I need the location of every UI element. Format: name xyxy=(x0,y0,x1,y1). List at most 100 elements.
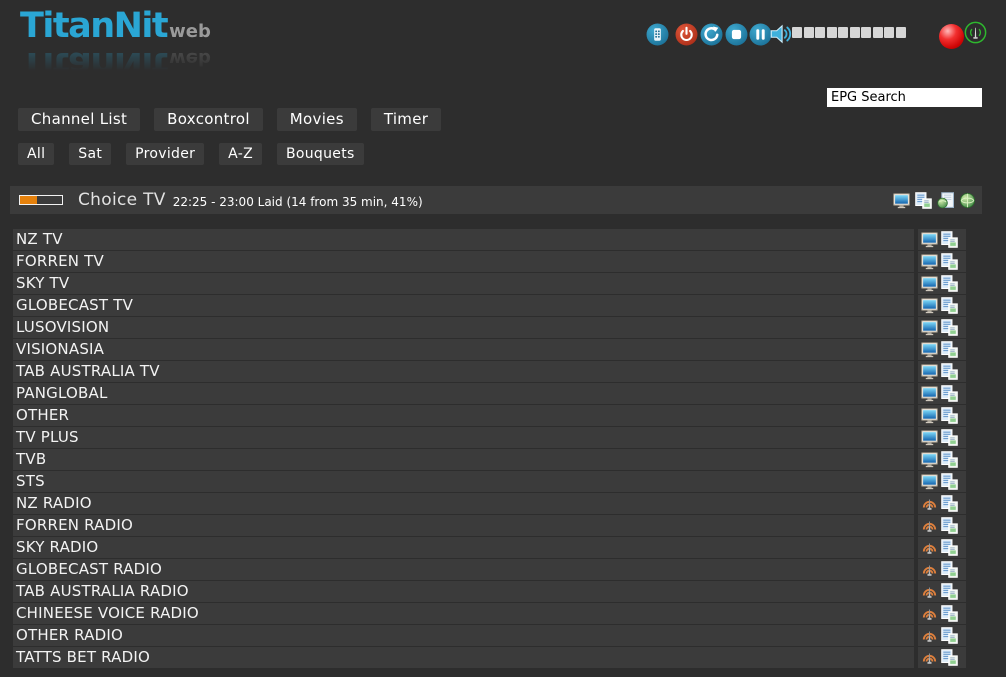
volume-segment[interactable] xyxy=(792,27,802,38)
epg-icon[interactable] xyxy=(941,583,958,600)
channel-name: CHINEESE VOICE RADIO xyxy=(16,604,199,622)
channel-row-name-cell[interactable]: SKY RADIO xyxy=(13,537,914,558)
tv-icon[interactable] xyxy=(921,231,938,248)
volume-bar[interactable] xyxy=(792,27,906,38)
channel-row-actions xyxy=(918,361,966,382)
tv-icon[interactable] xyxy=(921,429,938,446)
tv-icon[interactable] xyxy=(921,253,938,270)
nav-channel-list-button[interactable]: Channel List xyxy=(18,108,141,131)
epg-icon[interactable] xyxy=(941,275,958,292)
channel-row-name-cell[interactable]: SKY TV xyxy=(13,273,914,294)
volume-segment[interactable] xyxy=(838,27,848,38)
radio-icon[interactable] xyxy=(921,627,938,644)
radio-icon[interactable] xyxy=(921,561,938,578)
filter-all-button[interactable]: All xyxy=(18,143,55,165)
tv-icon[interactable] xyxy=(921,363,938,380)
channel-row-name-cell[interactable]: CHINEESE VOICE RADIO xyxy=(13,603,914,624)
epg-icon[interactable] xyxy=(941,495,958,512)
channel-row-name-cell[interactable]: PANGLOBAL xyxy=(13,383,914,404)
record-indicator xyxy=(939,24,964,49)
channel-row-name-cell[interactable]: FORREN TV xyxy=(13,251,914,272)
nav-boxcontrol-button[interactable]: Boxcontrol xyxy=(154,108,263,131)
epg-icon[interactable] xyxy=(941,561,958,578)
channel-row-actions xyxy=(918,405,966,426)
channel-row: GLOBECAST TV xyxy=(13,295,966,316)
epg-icon[interactable] xyxy=(941,253,958,270)
channel-row-name-cell[interactable]: TVB xyxy=(13,449,914,470)
channel-row-name-cell[interactable]: TV PLUS xyxy=(13,427,914,448)
radio-icon[interactable] xyxy=(921,605,938,622)
epg-icon[interactable] xyxy=(941,627,958,644)
channel-row-name-cell[interactable]: OTHER xyxy=(13,405,914,426)
radio-icon[interactable] xyxy=(921,583,938,600)
channel-row-name-cell[interactable]: TAB AUSTRALIA RADIO xyxy=(13,581,914,602)
epg-icon[interactable] xyxy=(941,429,958,446)
epg-icon[interactable] xyxy=(941,473,958,490)
volume-segment[interactable] xyxy=(872,27,883,38)
tv-icon[interactable] xyxy=(921,451,938,468)
tv-icon[interactable] xyxy=(921,297,938,314)
epg-icon[interactable] xyxy=(941,319,958,336)
radio-icon[interactable] xyxy=(921,495,938,512)
channel-row-name-cell[interactable]: GLOBECAST RADIO xyxy=(13,559,914,580)
epg-icon[interactable] xyxy=(941,539,958,556)
channel-row-name-cell[interactable]: LUSOVISION xyxy=(13,317,914,338)
speaker-icon[interactable] xyxy=(768,21,794,47)
globe-icon[interactable] xyxy=(959,192,976,209)
channel-row-name-cell[interactable]: VISIONASIA xyxy=(13,339,914,360)
filter-bouquets-button[interactable]: Bouquets xyxy=(276,143,364,165)
monitor-icon[interactable] xyxy=(893,192,910,209)
tv-icon[interactable] xyxy=(921,473,938,490)
filter-provider-button[interactable]: Provider xyxy=(126,143,205,165)
channel-row-name-cell[interactable]: NZ RADIO xyxy=(13,493,914,514)
filter-sat-button[interactable]: Sat xyxy=(69,143,112,165)
channel-row-name-cell[interactable]: OTHER RADIO xyxy=(13,625,914,646)
nav-movies-button[interactable]: Movies xyxy=(276,108,357,131)
epg-search-input[interactable] xyxy=(827,88,982,107)
tv-icon[interactable] xyxy=(921,319,938,336)
refresh-icon[interactable] xyxy=(700,23,723,46)
channel-row-name-cell[interactable]: GLOBECAST TV xyxy=(13,295,914,316)
channel-row-name-cell[interactable]: STS xyxy=(13,471,914,492)
epg-icon[interactable] xyxy=(941,341,958,358)
volume-segment[interactable] xyxy=(803,27,814,38)
radio-icon[interactable] xyxy=(921,649,938,666)
volume-segment[interactable] xyxy=(884,27,894,38)
radio-icon[interactable] xyxy=(921,539,938,556)
channel-row-name-cell[interactable]: TATTS BET RADIO xyxy=(13,647,914,668)
epg-list-icon[interactable] xyxy=(915,192,932,209)
remote-icon[interactable] xyxy=(646,23,669,46)
channel-name: TV PLUS xyxy=(16,428,79,446)
volume-segment[interactable] xyxy=(849,27,860,38)
epg-icon[interactable] xyxy=(941,407,958,424)
epg-icon[interactable] xyxy=(941,231,958,248)
power-icon[interactable] xyxy=(675,23,698,46)
epg-icon[interactable] xyxy=(941,517,958,534)
filter-az-button[interactable]: A-Z xyxy=(219,143,262,165)
volume-segment[interactable] xyxy=(826,27,837,38)
epg-icon[interactable] xyxy=(941,451,958,468)
epg-icon[interactable] xyxy=(941,385,958,402)
channel-row-actions xyxy=(918,603,966,624)
tv-icon[interactable] xyxy=(921,275,938,292)
channel-name: VISIONASIA xyxy=(16,340,105,358)
volume-segment[interactable] xyxy=(861,27,871,38)
channel-row: FORREN RADIO xyxy=(13,515,966,536)
channel-row-name-cell[interactable]: NZ TV xyxy=(13,229,914,250)
volume-segment[interactable] xyxy=(895,27,906,38)
epg-icon[interactable] xyxy=(941,363,958,380)
volume-segment[interactable] xyxy=(815,27,825,38)
channel-row-name-cell[interactable]: FORREN RADIO xyxy=(13,515,914,536)
stop-icon[interactable] xyxy=(725,23,748,46)
tv-icon[interactable] xyxy=(921,341,938,358)
tv-icon[interactable] xyxy=(921,407,938,424)
channel-row-actions xyxy=(918,581,966,602)
channel-row-name-cell[interactable]: TAB AUSTRALIA TV xyxy=(13,361,914,382)
epg-icon[interactable] xyxy=(941,649,958,666)
epg-icon[interactable] xyxy=(941,297,958,314)
radio-icon[interactable] xyxy=(921,517,938,534)
tv-icon[interactable] xyxy=(921,385,938,402)
epg-icon[interactable] xyxy=(941,605,958,622)
nav-timer-button[interactable]: Timer xyxy=(370,108,442,131)
globe-page-icon[interactable] xyxy=(937,192,954,209)
